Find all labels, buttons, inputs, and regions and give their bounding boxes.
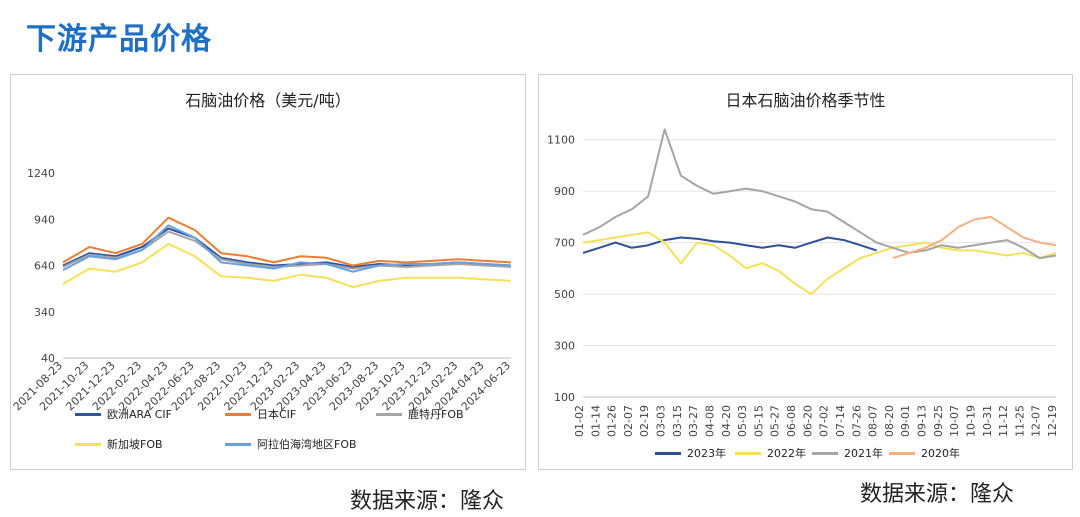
- data-source-left: 数据来源：隆众: [350, 489, 505, 514]
- naphtha-price-chart: 1240940640340402021-08-232021-10-232021-…: [11, 167, 513, 413]
- y-tick-label: 700: [554, 237, 575, 250]
- x-tick-label: 04-08: [703, 405, 716, 437]
- legend-label: 鹿特丹FOB: [408, 408, 464, 421]
- x-tick-label: 07-14: [834, 405, 847, 437]
- legend-label: 新加坡FOB: [107, 438, 163, 451]
- x-tick-label: 11-25: [1013, 405, 1026, 437]
- y-tick-label: 900: [554, 185, 575, 198]
- x-tick-label: 05-15: [752, 405, 765, 437]
- legend-swatch: [225, 442, 251, 446]
- x-tick-label: 10-31: [981, 405, 994, 437]
- x-tick-label: 08-20: [883, 405, 896, 437]
- legend-swatch: [655, 451, 681, 455]
- y-tick-label: 100: [554, 391, 575, 404]
- legend-swatch: [376, 412, 402, 416]
- x-tick-label: 06-20: [801, 405, 814, 437]
- legend-label: 2021年: [844, 447, 883, 460]
- x-tick-label: 02-19: [638, 405, 651, 437]
- legend-label: 日本CIF: [257, 408, 297, 421]
- legend-item-singapore-fob: 新加坡FOB: [75, 436, 163, 452]
- y-tick-label: 1240: [27, 167, 55, 180]
- japan-naphtha-seasonality-panel: 日本石脑油价格季节性 1100 900 700 500 300 100 01-02 01-14…: [538, 74, 1073, 470]
- x-tick-label: 01-26: [606, 405, 619, 437]
- legend-swatch: [225, 412, 251, 416]
- chart-title-naphtha-price: 石脑油价格（美元/吨）: [185, 91, 351, 110]
- chart-title-seasonality: 日本石脑油价格季节性: [725, 91, 886, 110]
- x-tick-label: 01-02: [573, 405, 586, 437]
- legend-label: 欧洲ARA CIF: [107, 408, 172, 421]
- legend-label: 2022年: [767, 447, 806, 460]
- x-tick-label: 07-02: [818, 405, 831, 437]
- series-line: [62, 242, 512, 289]
- legend-item-2023: 2023年: [655, 445, 726, 461]
- series-line: [62, 216, 512, 267]
- x-tick-label: 12-19: [1046, 405, 1059, 437]
- legend-swatch: [75, 412, 101, 416]
- x-tick-label: 01-14: [589, 405, 602, 437]
- series-line: [892, 215, 1057, 260]
- legend-label: 阿拉伯海湾地区FOB: [257, 438, 357, 451]
- x-tick-label: 09-25: [932, 405, 945, 437]
- x-tick-label: 02-07: [622, 405, 635, 437]
- legend-item-rotterdam-fob: 鹿特丹FOB: [376, 406, 464, 422]
- x-tick-label: 03-15: [671, 405, 684, 437]
- series-line: [582, 231, 1057, 296]
- legend-swatch: [75, 442, 101, 446]
- x-tick-label: 07-26: [850, 405, 863, 437]
- y-tick-label: 500: [554, 288, 575, 301]
- y-tick-label: 940: [34, 213, 55, 226]
- legend-swatch: [735, 451, 761, 455]
- x-tick-label: 05-03: [736, 405, 749, 437]
- data-source-right: 数据来源：隆众: [860, 482, 1015, 507]
- x-tick-label: 09-13: [916, 405, 929, 437]
- y-tick-label: 340: [34, 306, 55, 319]
- legend-item-japan-cif: 日本CIF: [225, 406, 296, 422]
- series-line: [62, 224, 512, 273]
- x-tick-label: 10-19: [964, 405, 977, 437]
- legend-item-europe-ara-cif: 欧洲ARA CIF: [75, 406, 172, 422]
- x-tick-label: 08-07: [867, 405, 880, 437]
- x-tick-label: 04-20: [720, 405, 733, 437]
- legend-item-2022: 2022年: [735, 445, 806, 461]
- y-tick-label: 640: [34, 260, 55, 273]
- x-tick-label: 03-03: [655, 405, 668, 437]
- series-line: [582, 128, 1057, 260]
- y-tick-label: 1100: [547, 134, 575, 147]
- legend-swatch: [889, 451, 915, 455]
- x-tick-label: 11-12: [997, 405, 1010, 437]
- page-title: 下游产品价格: [26, 22, 212, 57]
- x-tick-label: 10-07: [948, 405, 961, 437]
- legend-item-arab-gulf-fob: 阿拉伯海湾地区FOB: [225, 436, 357, 452]
- legend-item-2020: 2020年: [889, 445, 960, 461]
- legend-swatch: [812, 451, 838, 455]
- legend-item-2021: 2021年: [812, 445, 883, 461]
- x-tick-label: 06-08: [785, 405, 798, 437]
- y-tick-label: 40: [41, 352, 55, 365]
- x-tick-label: 09-01: [899, 405, 912, 437]
- legend-label: 2020年: [921, 447, 960, 460]
- x-tick-label: 03-27: [687, 405, 700, 437]
- x-tick-label: 12-07: [1030, 405, 1043, 437]
- legend-label: 2023年: [687, 447, 726, 460]
- x-tick-label: 05-27: [769, 405, 782, 437]
- series-line: [582, 236, 877, 254]
- naphtha-price-chart-panel: 石脑油价格（美元/吨） 1240 940 640 340 40 2021-08-23 202…: [10, 74, 526, 470]
- y-tick-label: 300: [554, 340, 575, 353]
